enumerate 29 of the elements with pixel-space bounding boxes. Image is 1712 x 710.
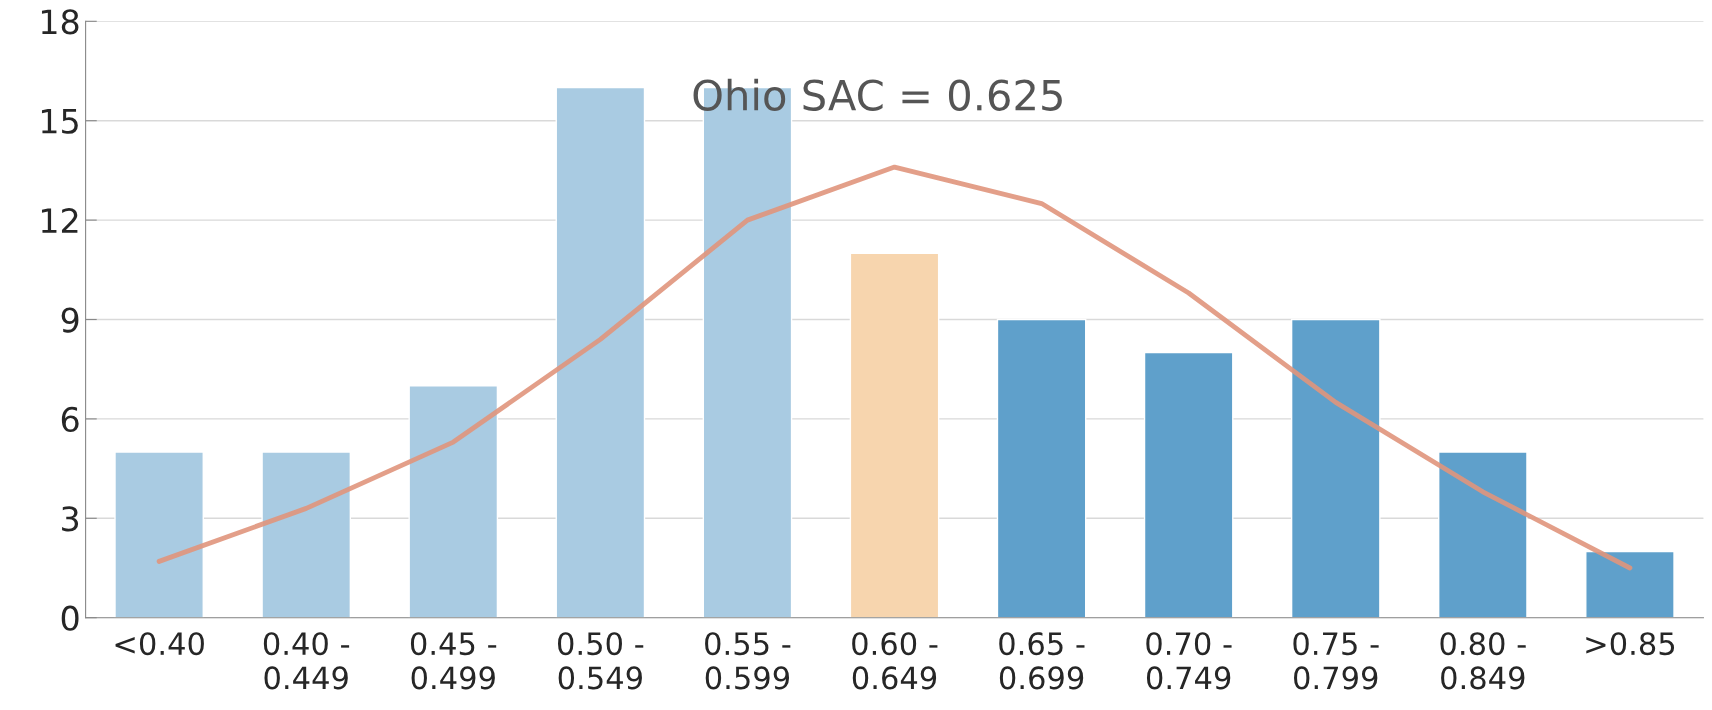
x-tick-label: 0.80 - 0.849 — [1440, 632, 1526, 690]
y-tick-label: 3 — [62, 506, 79, 532]
bar — [555, 86, 646, 618]
x-tick-label: 0.70 - 0.749 — [1146, 632, 1232, 690]
bar — [114, 451, 204, 618]
x-tick-label: >0.85 — [1586, 632, 1675, 656]
x-tick-label: 0.65 - 0.699 — [999, 632, 1085, 690]
bar — [849, 252, 940, 618]
bar — [1585, 550, 1675, 618]
line-series — [156, 164, 1633, 571]
bar — [261, 451, 352, 618]
bar — [1143, 351, 1234, 618]
bar — [408, 385, 499, 618]
x-tick-label: 0.60 - 0.649 — [852, 632, 938, 690]
y-tick-label: 0 — [61, 605, 79, 631]
bar — [1438, 451, 1528, 618]
bar — [1290, 318, 1381, 618]
x-tick-label: 0.55 - 0.599 — [705, 632, 791, 690]
x-tick-label: <0.40 — [115, 632, 204, 656]
x-tick-label: 0.75 - 0.799 — [1293, 632, 1379, 690]
y-tick-label: 12 — [41, 208, 78, 233]
y-tick-label: 15 — [41, 109, 78, 134]
x-tick-label: 0.45 - 0.499 — [410, 632, 497, 690]
y-tick-label: 18 — [41, 9, 79, 35]
bar — [996, 318, 1087, 618]
y-tick-label: 9 — [61, 307, 79, 333]
y-tick-label: 6 — [61, 406, 79, 433]
x-tick-label: 0.40 - 0.449 — [263, 632, 350, 690]
x-tick-label: 0.50 - 0.549 — [558, 632, 644, 690]
